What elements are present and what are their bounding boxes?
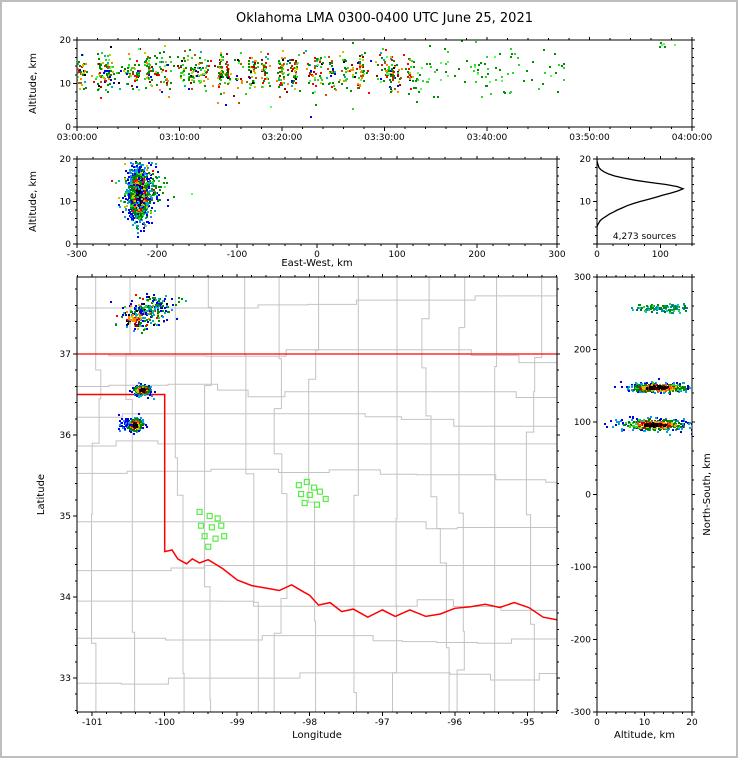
svg-text:100: 100 [574, 418, 591, 428]
svg-text:0: 0 [594, 718, 600, 728]
svg-text:-100: -100 [155, 718, 176, 728]
county-boundaries [77, 277, 557, 712]
svg-text:10: 10 [580, 198, 592, 208]
svg-text:100: 100 [652, 250, 669, 260]
svg-text:100: 100 [388, 250, 405, 260]
svg-text:20: 20 [60, 155, 72, 165]
svg-text:20: 20 [686, 718, 698, 728]
svg-text:-300: -300 [571, 708, 592, 718]
svg-text:03:30:00: 03:30:00 [364, 133, 405, 143]
svg-text:-300: -300 [67, 250, 88, 260]
svg-text:37: 37 [60, 350, 71, 360]
ylabel-plan: Latitude [36, 474, 47, 515]
svg-text:03:10:00: 03:10:00 [159, 133, 200, 143]
axes-plan [73, 274, 560, 716]
axes-labels-histogram: 0 100 10 20 [580, 155, 670, 260]
figure-title: Oklahoma LMA 0300-0400 UTC June 25, 2021 [235, 11, 533, 26]
panel-ew-height-points [111, 159, 193, 238]
svg-text:0: 0 [314, 250, 320, 260]
svg-text:35: 35 [60, 512, 71, 522]
xlabel-plan: Longitude [292, 730, 342, 741]
svg-text:33: 33 [60, 674, 71, 684]
svg-text:03:20:00: 03:20:00 [262, 133, 303, 143]
panel-plan-map [77, 277, 557, 712]
svg-text:-100: -100 [571, 563, 592, 573]
xlabel-ns-height: Altitude, km [614, 730, 675, 741]
axes-labels-ew_height: -300 -200 -100 0 100 200 300 0 10 20 [60, 155, 566, 260]
svg-text:-100: -100 [227, 250, 248, 260]
svg-text:0: 0 [65, 240, 71, 250]
svg-text:0: 0 [585, 491, 591, 501]
ylabel-ns-height: North-South, km [702, 453, 713, 536]
axes-labels-plan: -101 -100 -99 -98 -97 -96 -95 33 34 35 36 37 [60, 350, 535, 728]
plan-source-points [110, 293, 187, 435]
svg-text:03:40:00: 03:40:00 [467, 133, 508, 143]
axes-ns_height [593, 274, 695, 716]
svg-text:200: 200 [574, 346, 591, 356]
axes-labels-time_height: 03:00:00 03:10:00 03:20:00 03:30:00 03:40:00… [57, 36, 713, 143]
axes-ew_height [73, 156, 560, 248]
svg-text:10: 10 [60, 80, 72, 90]
ylabel-ew-height: Altitude, km [28, 171, 39, 232]
svg-text:0: 0 [594, 250, 600, 260]
svg-text:300: 300 [548, 250, 565, 260]
panel-histogram-line [597, 159, 685, 244]
svg-text:34: 34 [60, 593, 72, 603]
svg-text:-98: -98 [302, 718, 317, 728]
svg-text:-96: -96 [447, 718, 462, 728]
svg-text:-95: -95 [520, 718, 535, 728]
svg-text:36: 36 [60, 431, 72, 441]
svg-text:20: 20 [60, 36, 72, 46]
svg-text:-101: -101 [82, 718, 102, 728]
svg-text:-99: -99 [230, 718, 245, 728]
axes-time_height [73, 37, 695, 131]
svg-text:10: 10 [639, 718, 651, 728]
ylabel-time-height: Altitude, km [28, 53, 39, 114]
panel-ns-height-points [604, 303, 692, 436]
axis-titles: Altitude, km Altitude, km East-West, km Lon… [28, 53, 713, 741]
svg-text:03:50:00: 03:50:00 [569, 133, 610, 143]
state-border [77, 353, 557, 621]
svg-text:200: 200 [468, 250, 485, 260]
lma-station-markers [196, 478, 329, 550]
panel-time-height-points [77, 40, 676, 118]
svg-text:0: 0 [65, 123, 71, 133]
axes-histogram [593, 156, 695, 248]
xlabel-ew-height: East-West, km [281, 258, 352, 269]
svg-text:-200: -200 [147, 250, 168, 260]
svg-text:04:00:00: 04:00:00 [672, 133, 713, 143]
sources-count-label: 4,273 sources [613, 232, 677, 242]
svg-text:-200: -200 [571, 636, 592, 646]
svg-text:20: 20 [580, 155, 592, 165]
svg-text:-97: -97 [375, 718, 390, 728]
svg-text:03:00:00: 03:00:00 [57, 133, 98, 143]
axes-labels-ns_height: 0 10 20 -300 -200 -100 0 100 200 300 [571, 273, 698, 728]
svg-text:10: 10 [60, 198, 72, 208]
svg-text:300: 300 [574, 273, 591, 283]
